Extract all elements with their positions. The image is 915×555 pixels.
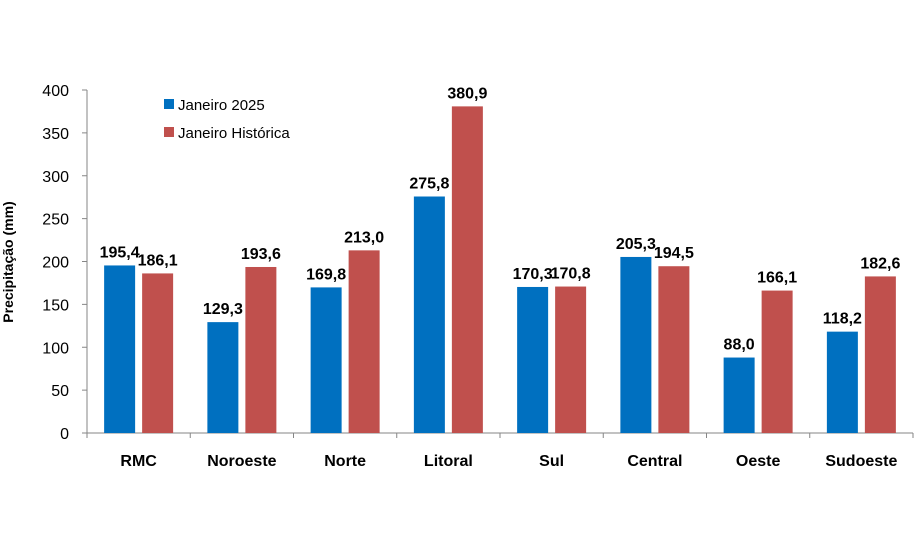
- data-label: 275,8: [409, 176, 449, 193]
- bar: [658, 266, 690, 433]
- data-label: 194,5: [654, 245, 694, 262]
- data-label: 166,1: [757, 270, 797, 287]
- data-label: 195,4: [100, 244, 140, 261]
- category-label: Oeste: [736, 453, 781, 470]
- bar: [451, 106, 483, 434]
- bar: [723, 357, 755, 433]
- data-label: 88,0: [724, 337, 755, 354]
- y-tick-label: 100: [42, 340, 69, 357]
- data-label: 213,0: [344, 229, 384, 246]
- legend-label-janeiro-2025: Janeiro 2025: [178, 97, 265, 114]
- data-label: 169,8: [306, 266, 346, 283]
- legend: Janeiro 2025 Janeiro Histórica: [164, 97, 290, 142]
- legend-swatch-janeiro-historica: [164, 127, 174, 137]
- bars: [104, 106, 896, 434]
- data-label: 380,9: [447, 85, 487, 102]
- y-tick-label: 400: [42, 83, 69, 100]
- bar: [826, 331, 858, 433]
- y-tick-label: 200: [42, 255, 69, 272]
- category-label: Litoral: [424, 453, 473, 470]
- category-label: Noroeste: [207, 453, 276, 470]
- bar: [104, 265, 136, 433]
- category-label: Norte: [324, 453, 366, 470]
- bar: [413, 196, 445, 433]
- data-label: 170,8: [551, 266, 591, 283]
- data-label: 129,3: [203, 301, 243, 318]
- category-label: Sudoeste: [825, 453, 897, 470]
- y-tick-label: 350: [42, 126, 69, 143]
- data-label: 193,6: [241, 246, 281, 263]
- bar: [310, 287, 342, 433]
- y-tick-label: 0: [60, 426, 69, 443]
- data-label: 170,3: [513, 266, 553, 283]
- category-label: Sul: [539, 453, 564, 470]
- y-tick-label: 300: [42, 169, 69, 186]
- bar: [864, 276, 896, 433]
- data-label: 205,3: [616, 236, 656, 253]
- bar: [761, 290, 793, 433]
- y-tick-label: 150: [42, 297, 69, 314]
- y-tick-label: 250: [42, 212, 69, 229]
- bar: [517, 286, 549, 433]
- bar: [207, 322, 239, 433]
- bar: [620, 256, 652, 433]
- axes: 0 50 100 150 200 250 300 350 400 RMC Noroeste Norte…: [42, 83, 914, 470]
- y-axis-label: Precipitação (mm): [0, 201, 16, 322]
- bar: [348, 250, 380, 433]
- data-label: 182,6: [860, 255, 900, 272]
- data-label: 118,2: [823, 311, 862, 328]
- data-label: 186,1: [138, 252, 178, 269]
- data-labels: 195,4 129,3 169,8 275,8 170,3 205,3 88,0 118,2 1…: [100, 85, 901, 353]
- bar: [555, 286, 587, 433]
- legend-swatch-janeiro-2025: [164, 99, 174, 109]
- y-tick-label: 50: [51, 383, 69, 400]
- bar: [142, 273, 174, 433]
- category-label: RMC: [120, 453, 157, 470]
- bar: [245, 266, 277, 433]
- category-label: Central: [627, 453, 682, 470]
- legend-label-janeiro-historica: Janeiro Histórica: [178, 125, 290, 142]
